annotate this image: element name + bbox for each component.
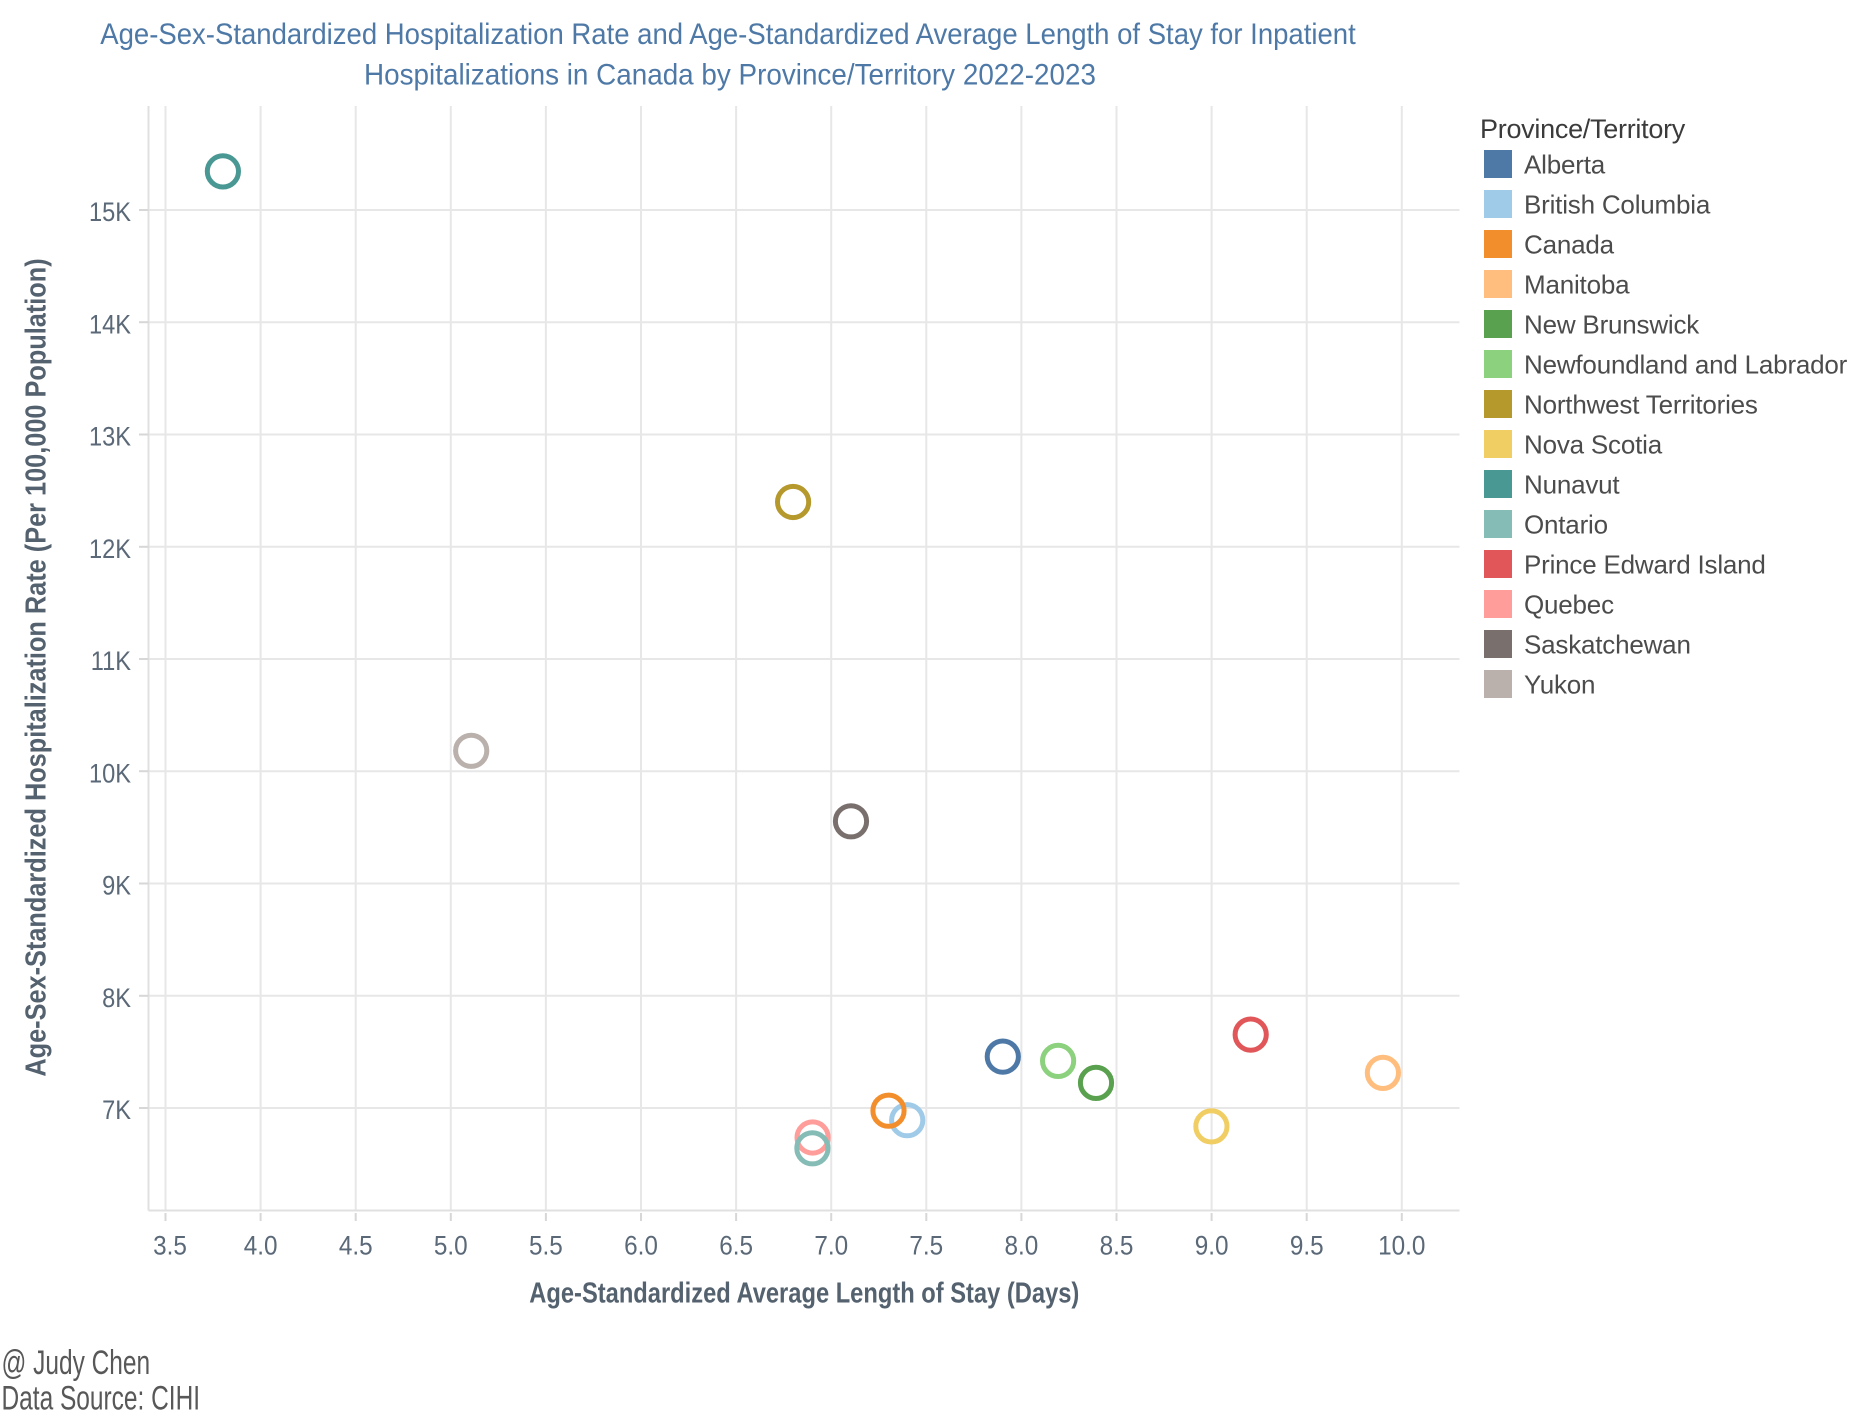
svg-text:Yukon: Yukon [1524,669,1595,699]
svg-text:Canada: Canada [1524,229,1615,259]
svg-text:Quebec: Quebec [1524,589,1614,619]
svg-text:8K: 8K [102,983,131,1013]
svg-text:10K: 10K [89,759,131,789]
svg-text:6.0: 6.0 [624,1231,658,1260]
svg-text:Age-Sex-Standardized Hospitali: Age-Sex-Standardized Hospitalization Rat… [100,18,1355,51]
svg-text:15K: 15K [89,198,131,228]
svg-text:8.5: 8.5 [1100,1231,1134,1260]
svg-text:5.5: 5.5 [529,1231,563,1260]
svg-text:5.0: 5.0 [434,1231,468,1260]
svg-text:14K: 14K [89,310,131,340]
svg-text:13K: 13K [89,422,131,452]
svg-text:Nova Scotia: Nova Scotia [1524,429,1663,459]
svg-text:4.5: 4.5 [339,1231,373,1260]
svg-text:Age-Sex-Standardized Hospitali: Age-Sex-Standardized Hospitalization Rat… [20,258,52,1076]
svg-text:Newfoundland and Labrador: Newfoundland and Labrador [1524,349,1848,379]
svg-text:6.5: 6.5 [719,1231,753,1260]
svg-text:Saskatchewan: Saskatchewan [1524,629,1691,659]
svg-text:Alberta: Alberta [1524,149,1606,179]
svg-text:New Brunswick: New Brunswick [1524,309,1700,339]
svg-text:8.0: 8.0 [1005,1231,1039,1260]
svg-text:Province/Territory: Province/Territory [1480,114,1686,144]
svg-text:@ Judy Chen: @ Judy Chen [2,1344,151,1382]
svg-text:9.5: 9.5 [1290,1231,1324,1260]
svg-text:7.5: 7.5 [909,1231,943,1260]
svg-text:Prince Edward Island: Prince Edward Island [1524,549,1766,579]
svg-text:7.0: 7.0 [814,1231,848,1260]
svg-text:Nunavut: Nunavut [1524,469,1620,499]
svg-text:12K: 12K [89,534,131,564]
svg-text:9.0: 9.0 [1195,1231,1229,1260]
svg-text:4.0: 4.0 [244,1231,278,1260]
svg-text:10.0: 10.0 [1378,1231,1425,1260]
svg-text:11K: 11K [91,647,131,677]
svg-text:Manitoba: Manitoba [1524,269,1630,299]
svg-text:Hospitalizations in Canada by: Hospitalizations in Canada by Province/T… [364,59,1096,92]
svg-text:Northwest Territories: Northwest Territories [1524,389,1758,419]
svg-text:Age-Standardized Average Lengt: Age-Standardized Average Length of Stay … [529,1277,1079,1310]
svg-text:British Columbia: British Columbia [1524,189,1711,219]
svg-text:9K: 9K [102,871,131,901]
svg-text:Data Source: CIHI: Data Source: CIHI [2,1380,201,1414]
svg-text:7K: 7K [102,1096,131,1126]
svg-text:Ontario: Ontario [1524,509,1608,539]
svg-text:3.5: 3.5 [153,1231,187,1260]
